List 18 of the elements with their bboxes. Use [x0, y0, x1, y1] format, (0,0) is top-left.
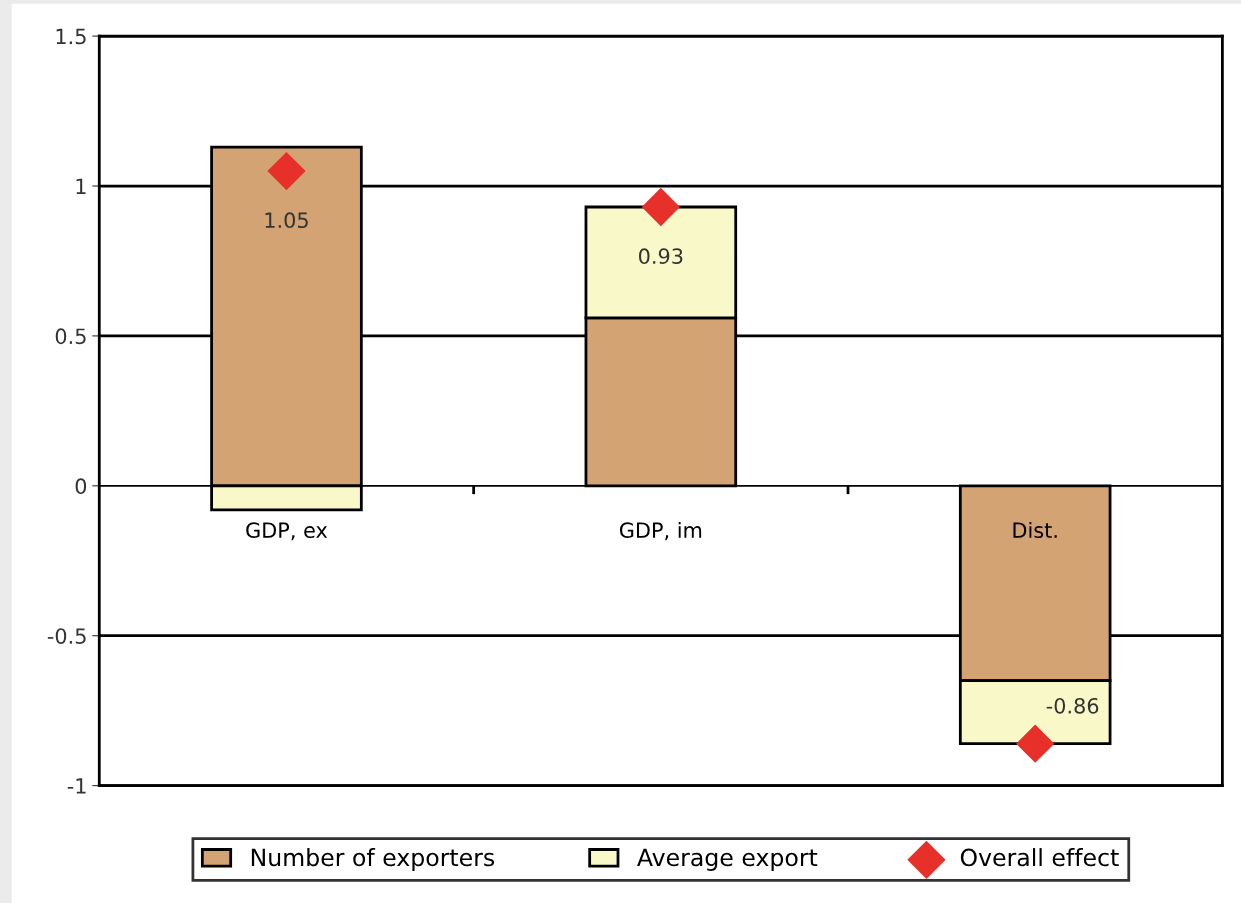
- data-label: 1.05: [265, 212, 308, 229]
- y-tick-label: 1: [76, 178, 86, 194]
- legend-label: Overall effect: [960, 848, 1119, 867]
- y-tick-label: 0: [75, 478, 87, 495]
- legend-label: Number of exporters: [251, 848, 495, 871]
- data-label: -0.86: [1046, 697, 1099, 714]
- y-tick-label: 0.5: [55, 328, 86, 345]
- y-tick-label: 1.5: [56, 28, 86, 45]
- y-tick-label: -1: [67, 778, 86, 794]
- x-tick-label: Dist.: [1013, 521, 1057, 539]
- point: [641, 187, 680, 227]
- point: [1016, 724, 1055, 763]
- y-tick-label: -0.5: [47, 628, 86, 644]
- data-label: 0.93: [639, 248, 683, 265]
- x-tick-label: GDP, ex: [246, 522, 328, 541]
- x-tick-label: GDP, im: [619, 521, 702, 541]
- legend-label: Average export: [637, 848, 818, 871]
- point: [267, 151, 306, 191]
